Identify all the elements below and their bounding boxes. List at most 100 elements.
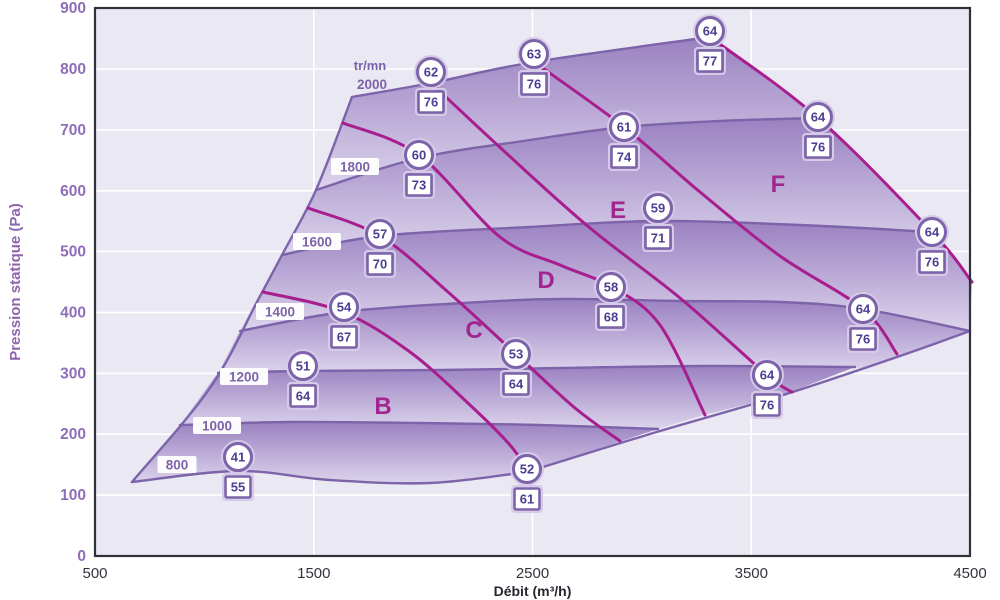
operating-point-marker: 51 64: [286, 349, 320, 410]
rpm-label-text: 1000: [202, 419, 232, 434]
rpm-curve-2000: [350, 35, 712, 99]
operating-point-marker: 52 61: [510, 452, 544, 513]
rpm-label-box: [256, 303, 304, 320]
y-tick-label: 0: [77, 548, 86, 565]
operating-point-marker: 57 70: [363, 217, 397, 278]
noise-circle: [223, 442, 253, 472]
operating-point-marker: 62 76: [414, 55, 448, 116]
noise-square-halo: [595, 303, 627, 331]
rpm-curve-1800: [314, 116, 820, 192]
rpm-label-box: [293, 233, 341, 250]
y-tick-label: 600: [60, 183, 86, 200]
noise-square: [849, 327, 877, 351]
noise-circle: [643, 193, 673, 223]
noise-square-value: 76: [856, 332, 870, 347]
y-tick-label: 100: [60, 487, 86, 504]
noise-circle: [329, 292, 359, 322]
noise-square: [804, 135, 832, 159]
noise-square-halo: [751, 391, 783, 419]
rpm-label-text: 1200: [229, 370, 259, 385]
noise-circle-value: 57: [373, 227, 387, 242]
noise-circle-value: 64: [856, 302, 871, 317]
operating-point-marker: 60 73: [402, 138, 436, 199]
noise-square-value: 76: [811, 140, 825, 155]
rpm-label-text: 1800: [340, 160, 370, 175]
zone-boundary-mRight: [708, 35, 974, 284]
rpm-label-1000: 1000: [193, 417, 241, 434]
noise-square-value: 76: [760, 398, 774, 413]
noise-square-halo: [403, 171, 435, 199]
noise-square-halo: [222, 473, 254, 501]
rpm-label-text: 1600: [302, 235, 332, 250]
noise-square-value: 67: [337, 330, 351, 345]
rpm-label-box: [331, 158, 379, 175]
rpm-label-1600: 1600: [293, 233, 341, 250]
noise-square: [405, 173, 433, 197]
rpm-label-1200: 1200: [220, 368, 268, 385]
noise-square-halo: [500, 370, 532, 398]
noise-square-value: 77: [703, 54, 717, 69]
noise-circle: [752, 360, 782, 390]
y-axis-title: Pression statique (Pa): [7, 203, 24, 361]
plot-frame: [93, 6, 972, 558]
rpm-unit-label: tr/mn: [354, 58, 387, 73]
noise-square-halo: [802, 133, 834, 161]
noise-square: [753, 393, 781, 417]
noise-square-halo: [694, 47, 726, 75]
noise-square: [644, 226, 672, 250]
envelope-band: [316, 37, 818, 190]
noise-square: [330, 325, 358, 349]
noise-circle-value: 64: [703, 24, 718, 39]
rpm-label-800: 800: [157, 456, 197, 473]
noise-square: [366, 252, 394, 276]
noise-square-value: 61: [520, 492, 534, 507]
y-tick-label: 400: [60, 305, 86, 322]
zone-label-E: E: [610, 197, 626, 224]
noise-circle-value: 64: [811, 110, 826, 125]
noise-square: [417, 90, 445, 114]
zone-label-F: F: [771, 171, 786, 198]
y-tick-label: 800: [60, 61, 86, 78]
noise-circle: [695, 16, 725, 46]
noise-circle: [519, 39, 549, 69]
noise-square-value: 64: [296, 389, 311, 404]
noise-circle-value: 64: [760, 368, 775, 383]
operating-point-marker: 64 76: [915, 215, 949, 276]
noise-square: [918, 250, 946, 274]
operating-point-marker: 63 76: [517, 37, 551, 98]
noise-circle: [917, 217, 947, 247]
zone-label-C: C: [465, 317, 482, 344]
rpm-curve-800: [130, 469, 529, 485]
noise-circle: [501, 339, 531, 369]
envelope-band: [282, 118, 932, 255]
operating-point-marker: 41 55: [221, 440, 255, 501]
noise-square-value: 73: [412, 178, 426, 193]
noise-square-halo: [916, 248, 948, 276]
noise-square-halo: [608, 143, 640, 171]
noise-square-value: 76: [527, 77, 541, 92]
rpm-label-1800: 1800: [331, 158, 379, 175]
x-tick-label: 2500: [516, 565, 549, 582]
noise-square: [289, 384, 317, 408]
noise-circle-value: 61: [617, 120, 631, 135]
noise-circle-value: 60: [412, 148, 426, 163]
zone-label-B: B: [374, 393, 391, 420]
noise-circle: [596, 272, 626, 302]
noise-square-value: 70: [373, 257, 387, 272]
rpm-curve-1000: [178, 420, 660, 431]
noise-square-halo: [642, 224, 674, 252]
rpm-label-2000: 2000: [357, 77, 387, 92]
noise-circle: [365, 219, 395, 249]
noise-square: [502, 372, 530, 396]
noise-circle: [404, 140, 434, 170]
noise-circle: [609, 112, 639, 142]
noise-circle-value: 64: [925, 225, 940, 240]
operating-point-marker: 58 68: [594, 270, 628, 331]
rpm-curve-leftBdy: [130, 95, 354, 484]
operating-point-marker: 64 77: [693, 14, 727, 75]
x-axis-title: Débit (m³/h): [493, 583, 572, 599]
noise-square-halo: [511, 485, 543, 513]
x-tick-label: 3500: [735, 565, 768, 582]
